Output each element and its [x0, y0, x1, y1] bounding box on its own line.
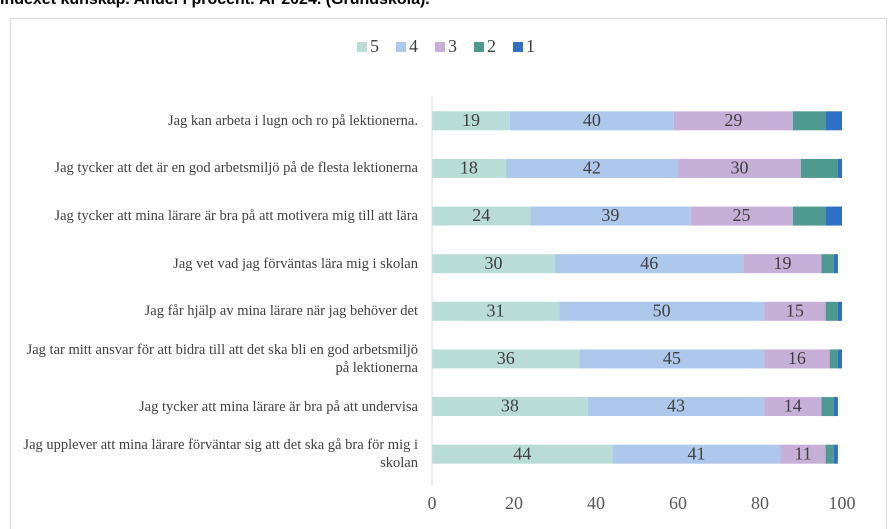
x-tick-label: 60	[669, 493, 687, 513]
y-tick-label: Jag kan arbeta i lugn och ro på lektione…	[167, 112, 418, 129]
x-tick-label: 100	[829, 493, 856, 513]
y-tick-label: Jag tycker att mina lärare är bra på att…	[139, 398, 418, 415]
bar-segment	[825, 206, 842, 226]
data-label: 25	[733, 205, 751, 225]
bar-segment	[432, 301, 560, 321]
bar-segment	[612, 444, 781, 464]
legend-swatch	[357, 42, 367, 52]
bar-segment	[825, 444, 834, 464]
data-label: 19	[462, 110, 480, 130]
bar-segment	[792, 111, 826, 131]
data-label: 31	[487, 300, 505, 320]
bar-segment	[837, 158, 842, 178]
data-label: 15	[786, 300, 804, 320]
y-tick-label: Jag tycker att mina lärare är bra på att…	[54, 208, 418, 225]
y-tick-label: Jag upplever att mina lärare förväntar s…	[23, 437, 418, 472]
y-tick-label: Jag vet vad jag förväntas lära mig i sko…	[173, 255, 418, 272]
bar-segment	[780, 444, 826, 464]
data-label: 18	[460, 158, 478, 178]
data-label: 44	[513, 443, 531, 463]
bar-segment	[792, 206, 826, 226]
bar-segment	[678, 158, 801, 178]
data-label: 11	[794, 443, 811, 463]
bar-segment	[743, 254, 822, 274]
bar-segment	[505, 158, 678, 178]
data-label: 29	[724, 110, 742, 130]
data-label: 19	[774, 253, 792, 273]
bar-segment	[833, 397, 838, 417]
bar-segment	[432, 111, 510, 131]
chart-border	[10, 18, 887, 529]
bar-segment	[825, 111, 842, 131]
data-label: 36	[497, 348, 515, 368]
y-tick-label: Jag får hjälp av mina lärare när jag beh…	[144, 303, 418, 320]
bar-segment	[673, 111, 793, 131]
x-tick-label: 40	[587, 493, 605, 513]
bar-segment	[837, 301, 842, 321]
legend-label: 1	[526, 36, 535, 56]
bar-segment	[432, 349, 580, 369]
legend-swatch	[435, 42, 445, 52]
data-label: 46	[640, 253, 658, 273]
data-label: 43	[667, 396, 685, 416]
bar-segment	[764, 301, 826, 321]
bar-segment	[821, 397, 834, 417]
data-label: 39	[601, 205, 619, 225]
legend-swatch	[474, 42, 484, 52]
y-tick-label: Jag tycker att det är en god arbetsmiljö…	[54, 160, 418, 177]
data-label: 14	[784, 396, 802, 416]
legend-label: 4	[409, 36, 418, 56]
data-label: 24	[472, 205, 490, 225]
bar-segment	[825, 301, 838, 321]
bar-segment	[432, 444, 613, 464]
legend-label: 5	[370, 36, 379, 56]
x-tick-label: 0	[428, 493, 437, 513]
bar-segment	[801, 158, 838, 178]
y-tick-label: Jag tar mitt ansvar för att bidra till a…	[26, 341, 418, 376]
bar-segment	[833, 444, 838, 464]
legend-label: 2	[487, 36, 496, 56]
data-label: 41	[687, 443, 705, 463]
bar-segment	[432, 397, 588, 417]
bar-segment	[579, 349, 765, 369]
data-label: 38	[501, 396, 519, 416]
data-label: 42	[583, 158, 601, 178]
data-label: 30	[731, 158, 749, 178]
bar-segment	[432, 254, 555, 274]
x-tick-label: 80	[751, 493, 769, 513]
bar-segment	[837, 349, 842, 369]
data-label: 16	[788, 348, 806, 368]
bar-segment	[559, 301, 765, 321]
bar-segment	[833, 254, 838, 274]
legend-swatch	[513, 42, 523, 52]
x-tick-label: 20	[505, 493, 523, 513]
bar-segment	[764, 397, 822, 417]
bar-segment	[587, 397, 765, 417]
legend-swatch	[396, 42, 406, 52]
bar-segment	[509, 111, 674, 131]
bar-segment	[829, 349, 838, 369]
bar-segment	[821, 254, 834, 274]
bar-segment	[690, 206, 793, 226]
data-label: 50	[653, 300, 671, 320]
bar-segment	[530, 206, 691, 226]
bar-segment	[764, 349, 830, 369]
legend-label: 3	[448, 36, 457, 56]
chart-title: Indexet kunskap. Andel i procent. År 202…	[0, 0, 430, 9]
data-label: 45	[663, 348, 681, 368]
bar-segment	[432, 206, 531, 226]
bar-segment	[432, 158, 506, 178]
data-label: 40	[583, 110, 601, 130]
bar-segment	[555, 254, 744, 274]
data-label: 30	[485, 253, 503, 273]
